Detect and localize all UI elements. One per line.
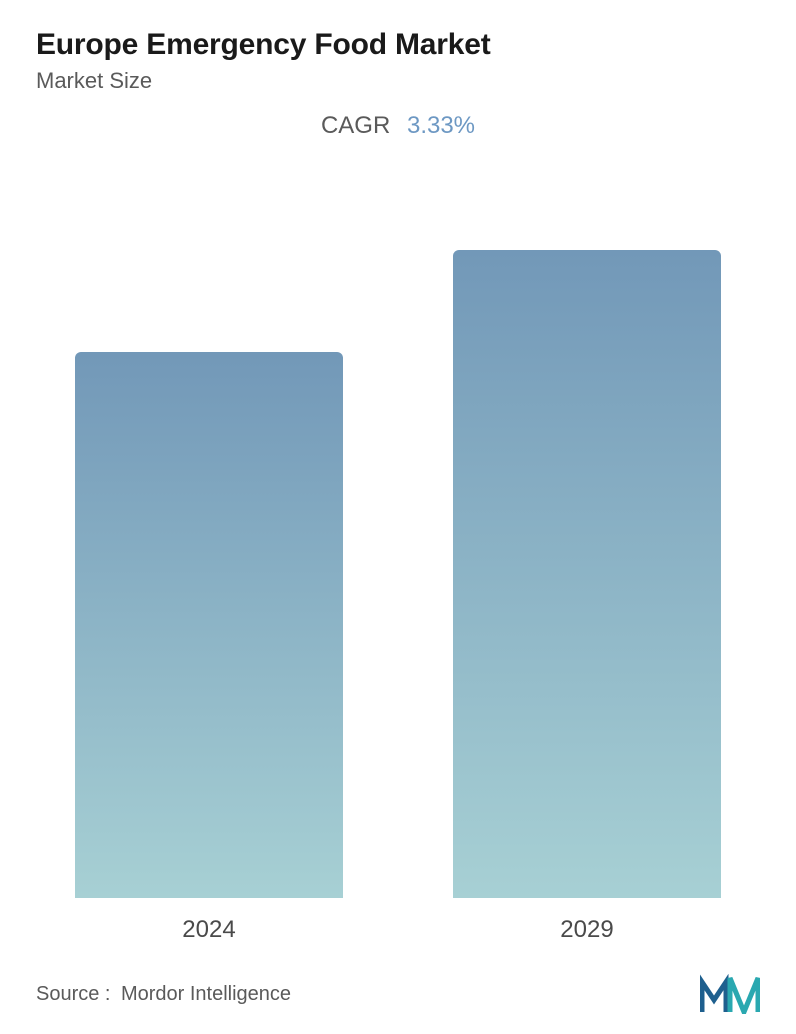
bar-label-2029: 2029 [560, 916, 613, 944]
source-name: Mordor Intelligence [121, 983, 291, 1005]
bar-group-1: 2029 [453, 250, 721, 944]
bar-2029 [453, 250, 721, 898]
mordor-logo-icon [700, 974, 760, 1014]
cagr-label: CAGR [321, 112, 390, 139]
chart-title: Europe Emergency Food Market [36, 28, 760, 62]
bar-group-0: 2024 [75, 352, 343, 944]
footer: Source : Mordor Intelligence [36, 954, 760, 1018]
cagr-value: 3.33% [407, 112, 475, 139]
chart-subtitle: Market Size [36, 68, 760, 94]
chart-container: Europe Emergency Food Market Market Size… [0, 0, 796, 1034]
cagr-row: CAGR 3.33% [36, 112, 760, 140]
chart-area: 2024 2029 [36, 170, 760, 944]
source-label: Source : [36, 983, 110, 1005]
bar-label-2024: 2024 [182, 916, 235, 944]
bar-2024 [75, 352, 343, 898]
source-text: Source : Mordor Intelligence [36, 983, 291, 1006]
